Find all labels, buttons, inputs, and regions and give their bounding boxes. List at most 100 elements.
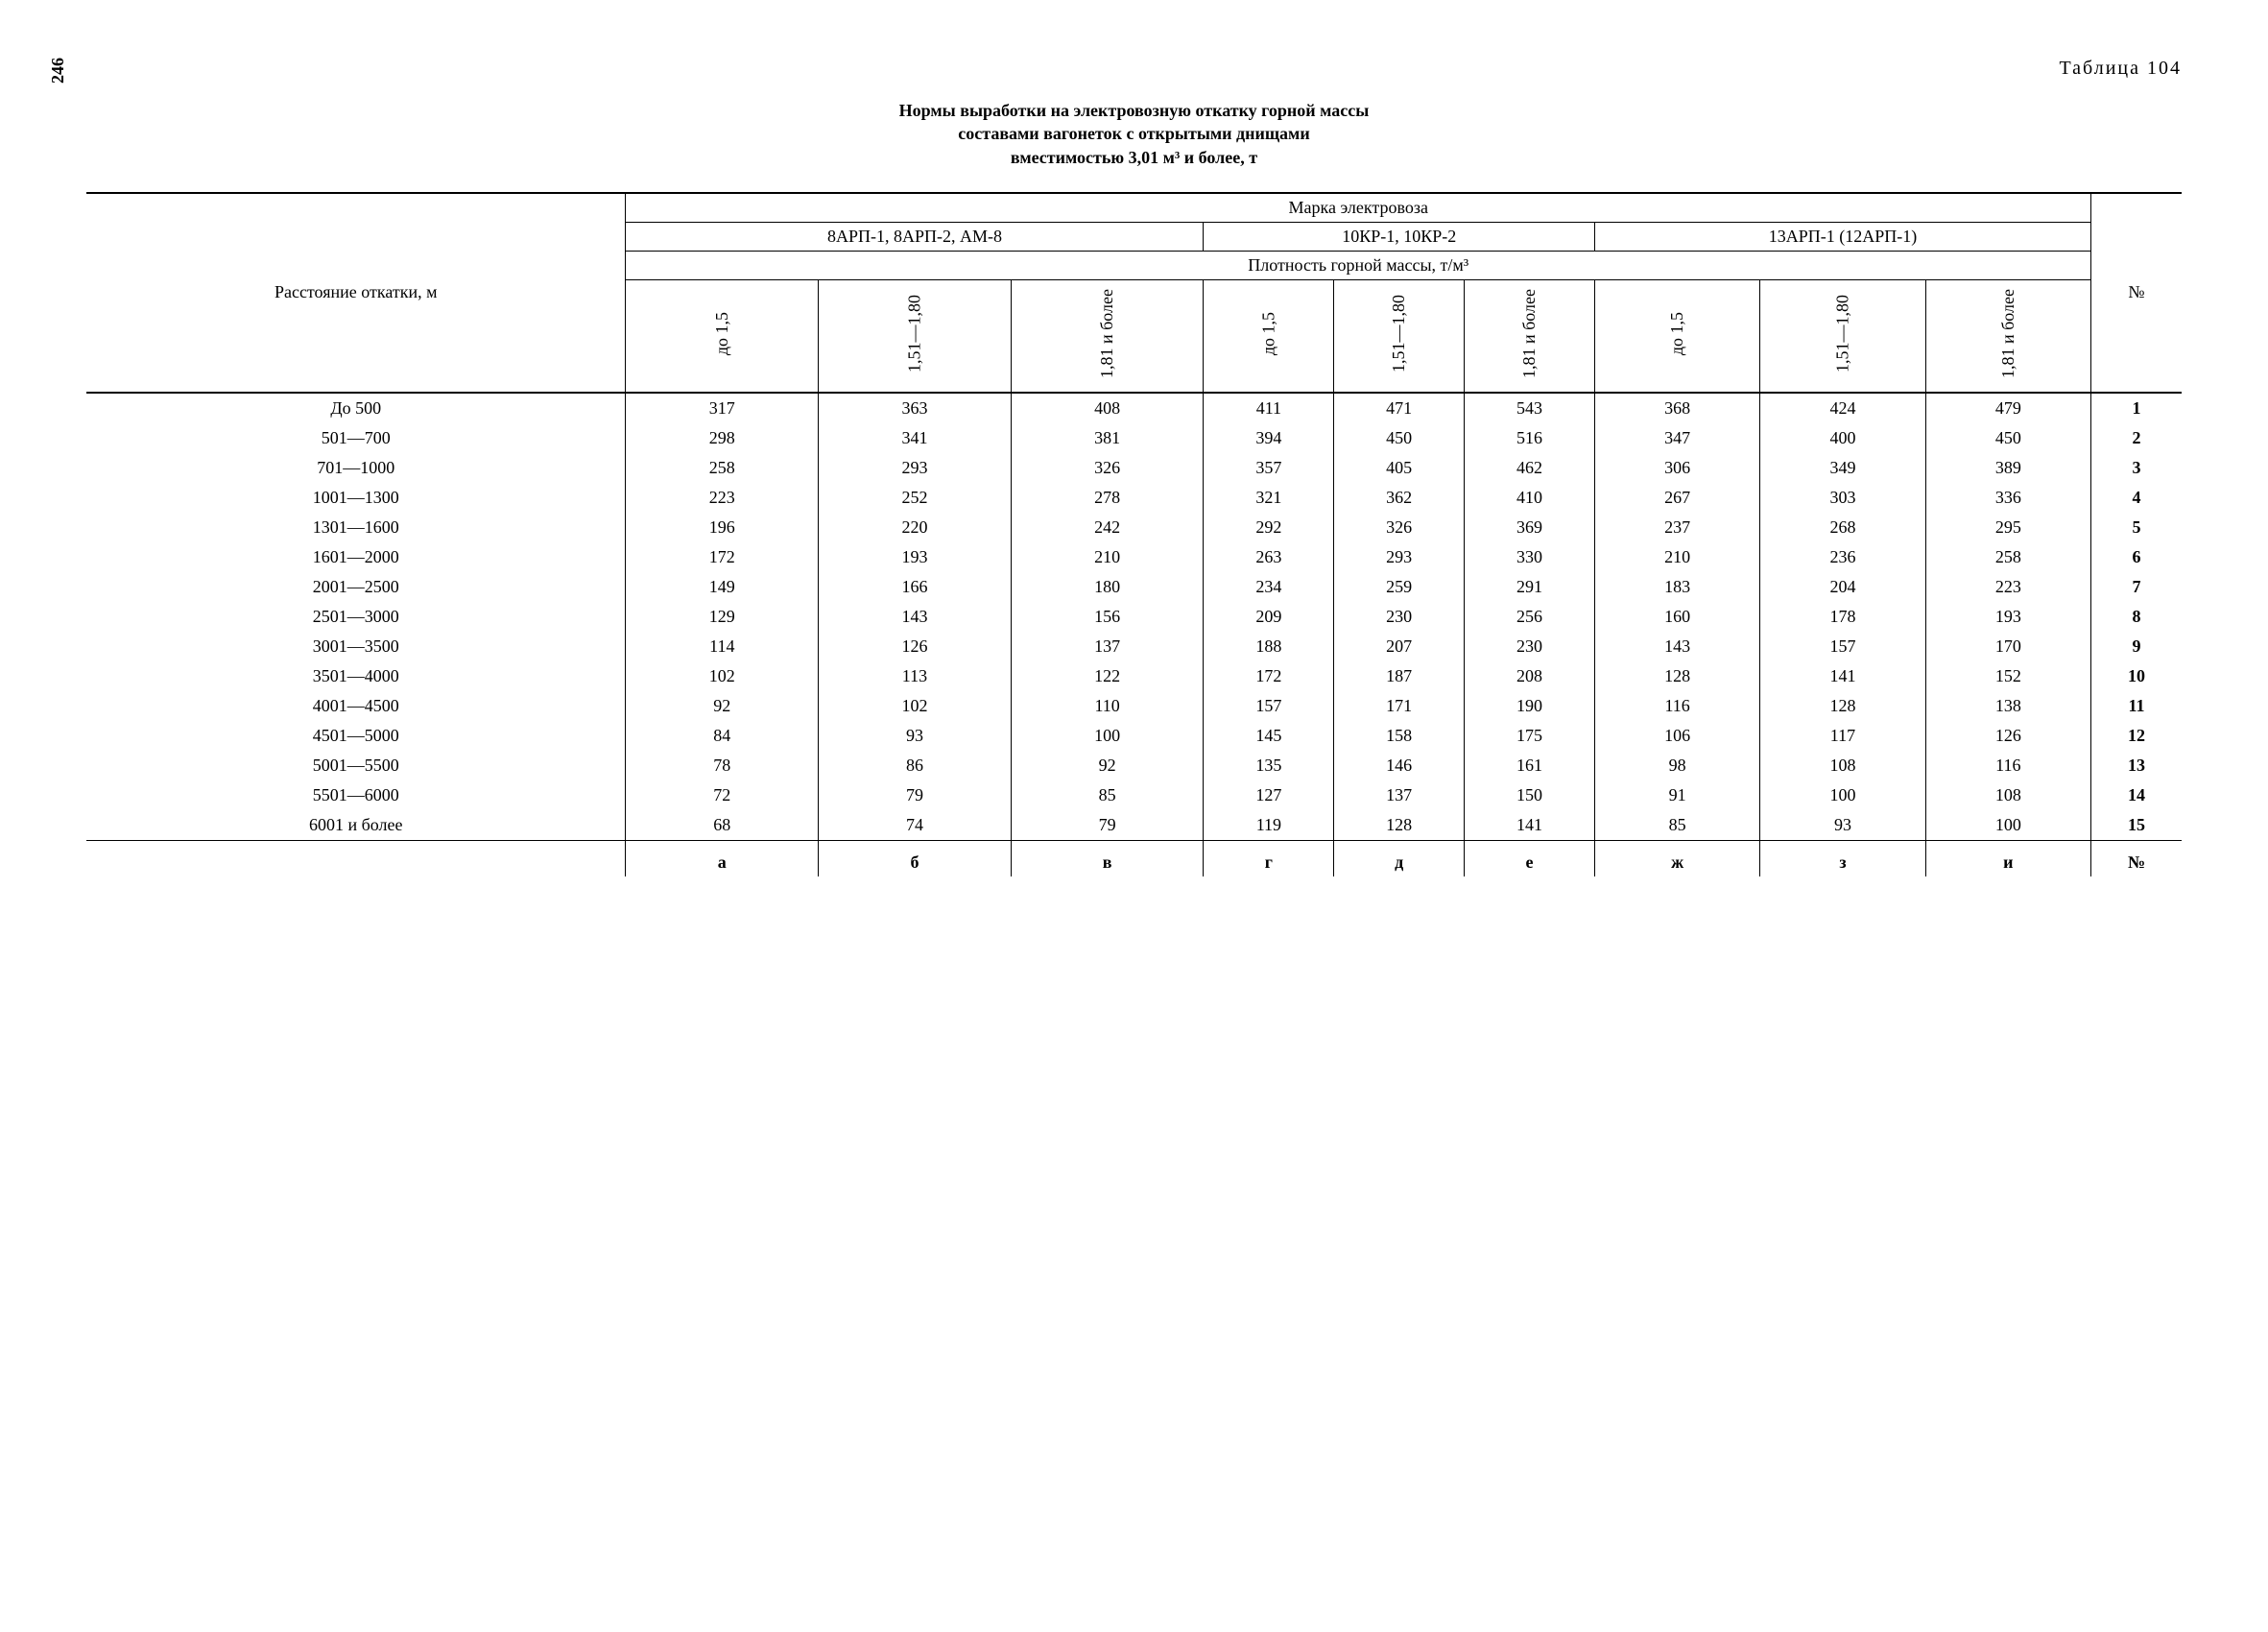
table-row: 5501—60007279851271371509110010814 — [86, 780, 2182, 810]
cell-value: 92 — [1011, 751, 1204, 780]
cell-value: 127 — [1204, 780, 1334, 810]
row-label: 5001—5500 — [86, 751, 626, 780]
table-row: 3001—35001141261371882072301431571709 — [86, 632, 2182, 661]
row-label: 6001 и более — [86, 810, 626, 841]
cell-value: 210 — [1011, 542, 1204, 572]
cell-value: 143 — [819, 602, 1012, 632]
cell-value: 138 — [1925, 691, 2090, 721]
cell-value: 137 — [1334, 780, 1465, 810]
brand-group-2: 10КР-1, 10КР-2 — [1204, 222, 1595, 251]
cell-value: 349 — [1760, 453, 1925, 483]
cell-value: 193 — [819, 542, 1012, 572]
cell-value: 128 — [1594, 661, 1759, 691]
row-number: 9 — [2091, 632, 2182, 661]
cell-value: 188 — [1204, 632, 1334, 661]
cell-value: 119 — [1204, 810, 1334, 841]
table-row: 2001—25001491661802342592911832042237 — [86, 572, 2182, 602]
cell-value: 91 — [1594, 780, 1759, 810]
cell-value: 68 — [626, 810, 819, 841]
cell-value: 357 — [1204, 453, 1334, 483]
row-number: 11 — [2091, 691, 2182, 721]
cell-value: 411 — [1204, 393, 1334, 423]
cell-value: 102 — [819, 691, 1012, 721]
cell-value: 210 — [1594, 542, 1759, 572]
cell-value: 180 — [1011, 572, 1204, 602]
cell-value: 326 — [1334, 513, 1465, 542]
row-number: 7 — [2091, 572, 2182, 602]
cell-value: 252 — [819, 483, 1012, 513]
cell-value: 347 — [1594, 423, 1759, 453]
table-row: 6001 и более687479119128141859310015 — [86, 810, 2182, 841]
cell-value: 362 — [1334, 483, 1465, 513]
cell-value: 72 — [626, 780, 819, 810]
cell-value: 149 — [626, 572, 819, 602]
cell-value: 234 — [1204, 572, 1334, 602]
table-row: 701—10002582933263574054623063493893 — [86, 453, 2182, 483]
cell-value: 317 — [626, 393, 819, 423]
cell-value: 98 — [1594, 751, 1759, 780]
cell-value: 150 — [1465, 780, 1595, 810]
footer-letter: и — [1925, 840, 2090, 876]
cell-value: 183 — [1594, 572, 1759, 602]
cell-value: 543 — [1465, 393, 1595, 423]
cell-value: 157 — [1204, 691, 1334, 721]
cell-value: 129 — [626, 602, 819, 632]
footer-letter: д — [1334, 840, 1465, 876]
cell-value: 263 — [1204, 542, 1334, 572]
footer-number-label: № — [2091, 840, 2182, 876]
density-col-7: до 1,5 — [1594, 279, 1759, 393]
cell-value: 295 — [1925, 513, 2090, 542]
cell-value: 220 — [819, 513, 1012, 542]
brand-group-3: 13АРП-1 (12АРП-1) — [1594, 222, 2090, 251]
cell-value: 471 — [1334, 393, 1465, 423]
row-label: 4501—5000 — [86, 721, 626, 751]
footer-letter: г — [1204, 840, 1334, 876]
cell-value: 126 — [819, 632, 1012, 661]
row-label: 5501—6000 — [86, 780, 626, 810]
cell-value: 143 — [1594, 632, 1759, 661]
cell-value: 137 — [1011, 632, 1204, 661]
cell-value: 303 — [1760, 483, 1925, 513]
cell-value: 160 — [1594, 602, 1759, 632]
cell-value: 306 — [1594, 453, 1759, 483]
cell-value: 410 — [1465, 483, 1595, 513]
col-loco-brand: Марка электровоза — [626, 193, 2091, 223]
cell-value: 114 — [626, 632, 819, 661]
footer-letter: з — [1760, 840, 1925, 876]
row-label: 1301—1600 — [86, 513, 626, 542]
row-label: 2001—2500 — [86, 572, 626, 602]
table-label: Таблица 104 — [86, 58, 2182, 80]
caption-line1: Нормы выработки на электровозную откатку… — [899, 101, 1370, 120]
row-number: 8 — [2091, 602, 2182, 632]
density-col-6: 1,81 и бо­лее — [1465, 279, 1595, 393]
cell-value: 236 — [1760, 542, 1925, 572]
row-number: 12 — [2091, 721, 2182, 751]
cell-value: 450 — [1334, 423, 1465, 453]
density-col-4: до 1,5 — [1204, 279, 1334, 393]
row-number: 4 — [2091, 483, 2182, 513]
cell-value: 223 — [626, 483, 819, 513]
table-row: 1001—13002232522783213624102673033364 — [86, 483, 2182, 513]
table-row: 1301—16001962202422923263692372682955 — [86, 513, 2182, 542]
cell-value: 336 — [1925, 483, 2090, 513]
cell-value: 424 — [1760, 393, 1925, 423]
cell-value: 259 — [1334, 572, 1465, 602]
cell-value: 256 — [1465, 602, 1595, 632]
cell-value: 230 — [1465, 632, 1595, 661]
cell-value: 291 — [1465, 572, 1595, 602]
cell-value: 122 — [1011, 661, 1204, 691]
table-row: 1601—20001721932102632933302102362586 — [86, 542, 2182, 572]
row-label: 701—1000 — [86, 453, 626, 483]
cell-value: 193 — [1925, 602, 2090, 632]
col-number: № — [2091, 193, 2182, 393]
cell-value: 321 — [1204, 483, 1334, 513]
cell-value: 156 — [1011, 602, 1204, 632]
cell-value: 85 — [1594, 810, 1759, 841]
cell-value: 92 — [626, 691, 819, 721]
cell-value: 157 — [1760, 632, 1925, 661]
cell-value: 330 — [1465, 542, 1595, 572]
row-label: 2501—3000 — [86, 602, 626, 632]
row-number: 15 — [2091, 810, 2182, 841]
cell-value: 152 — [1925, 661, 2090, 691]
brand-group-1: 8АРП-1, 8АРП-2, АМ-8 — [626, 222, 1204, 251]
